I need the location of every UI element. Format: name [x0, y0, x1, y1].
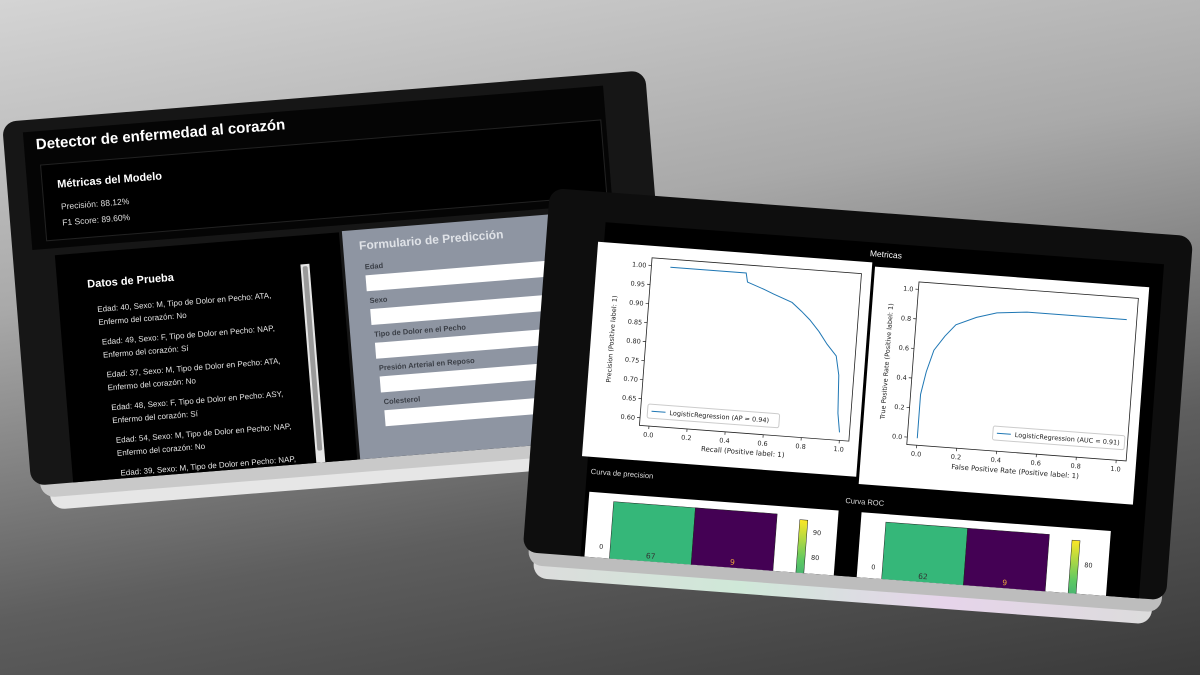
plot-caption: Curva ROC — [845, 496, 885, 508]
metrics-screen: Metricas 0.0 0.2 0.4 0.6 0.8 1.00.600.650.700… — [580, 222, 1165, 601]
x-tick-label: 0.8 — [795, 442, 806, 451]
y-tick-label: 1.00 — [632, 261, 647, 270]
cell-label: 9 — [1002, 578, 1008, 587]
x-tick-label: 0.6 — [757, 439, 768, 448]
y-tick-label: 0 — [871, 563, 876, 571]
field-label: Edad — [364, 261, 383, 271]
y-tick-label: 0.70 — [623, 375, 638, 384]
legend-swatch — [996, 432, 1011, 435]
y-tick-label: 0 — [599, 543, 604, 551]
cell-label: 9 — [730, 558, 736, 567]
y-tick-label: 0.75 — [625, 356, 640, 365]
metrics-window: Metricas 0.0 0.2 0.4 0.6 0.8 1.0 0.60 0.65 0.70 0… — [522, 188, 1194, 601]
field-label: Sexo — [369, 295, 388, 305]
x-tick-label: 0.2 — [681, 434, 692, 443]
cell-label: 67 — [646, 551, 656, 561]
y-tick-label: 0.2 — [894, 403, 905, 412]
colorbar — [1065, 539, 1081, 601]
test-data-panel — [54, 232, 359, 486]
y-tick-label: 0.65 — [622, 394, 637, 403]
x-tick-label: 1.0 — [833, 445, 844, 454]
y-tick-label: 0.60 — [620, 413, 635, 422]
x-tick-label: 0.8 — [1070, 462, 1081, 471]
colorbar-tick-label: 90 — [813, 529, 822, 538]
y-tick-label: 0.6 — [898, 344, 909, 353]
x-tick-label: 0.6 — [1030, 459, 1041, 468]
field-label: Colesterol — [383, 394, 420, 406]
roc-curve — [916, 311, 1127, 439]
plot-axes — [906, 281, 1139, 462]
cell-label: 62 — [918, 572, 928, 582]
scrollbar-thumb[interactable] — [302, 266, 323, 451]
y-tick-label: 0.85 — [627, 318, 642, 327]
x-tick-label: 0.4 — [990, 456, 1001, 465]
legend-box — [646, 403, 781, 429]
x-tick-label: 0.4 — [719, 436, 730, 445]
y-tick-label: 0.8 — [901, 314, 912, 323]
x-tick-label: 1.0 — [1110, 465, 1121, 474]
legend-box — [992, 425, 1126, 451]
y-tick-label: 1.0 — [903, 285, 914, 294]
legend-swatch — [651, 410, 666, 413]
colorbar-tick-label: 80 — [1084, 561, 1093, 570]
y-tick-label: 0.0 — [892, 432, 903, 441]
metrics-heading: Metricas — [870, 248, 903, 260]
y-tick-label: 0.80 — [626, 337, 641, 346]
x-tick-label: 0.2 — [951, 453, 962, 462]
y-tick-label: 0.4 — [896, 373, 907, 382]
y-tick-label: 0.95 — [630, 280, 645, 289]
colorbar-tick-label: 80 — [811, 554, 820, 563]
y-tick-label: 0.90 — [629, 299, 644, 308]
x-tick-label: 0.0 — [911, 450, 922, 459]
pr-curve — [670, 266, 840, 433]
metrics-box — [40, 119, 608, 242]
x-tick-label: 0.0 — [643, 431, 654, 440]
